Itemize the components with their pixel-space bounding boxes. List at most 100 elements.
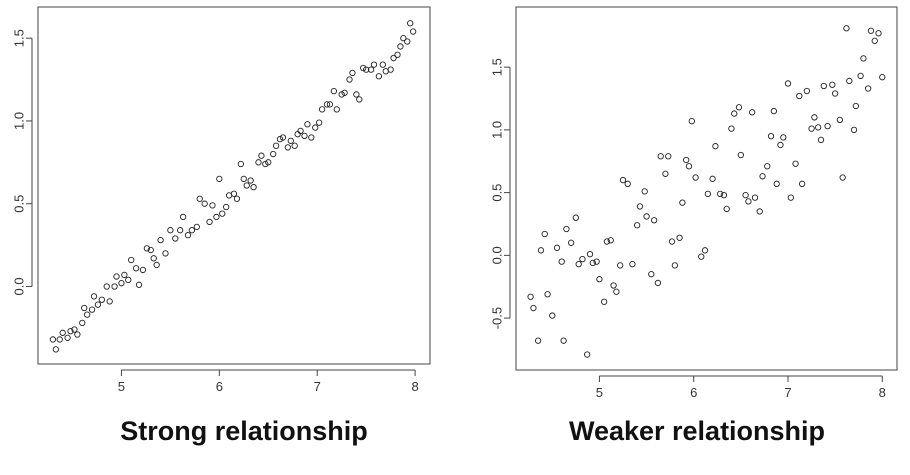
data-point-weaker-46 xyxy=(692,174,699,181)
data-point-weaker-23 xyxy=(610,282,617,289)
data-point-strong-81 xyxy=(349,69,356,77)
data-point-weaker-32 xyxy=(643,213,650,220)
data-point-strong-37 xyxy=(188,227,196,234)
data-point-weaker-36 xyxy=(657,153,664,160)
data-point-strong-3 xyxy=(59,329,66,336)
data-point-strong-92 xyxy=(390,54,397,62)
data-point-weaker-10 xyxy=(563,225,570,233)
data-point-weaker-49 xyxy=(704,190,712,198)
data-point-strong-76 xyxy=(330,87,338,95)
data-point-weaker-55 xyxy=(728,125,735,132)
data-point-weaker-0 xyxy=(527,293,534,300)
data-point-strong-13 xyxy=(94,301,102,308)
data-point-strong-33 xyxy=(172,235,179,242)
data-point-strong-45 xyxy=(219,210,226,217)
data-point-weaker-4 xyxy=(541,230,548,238)
y-tick-label-weaker-3: 1.0 xyxy=(489,121,504,139)
data-point-strong-75 xyxy=(326,101,334,108)
data-point-strong-1 xyxy=(52,346,59,353)
data-point-weaker-93 xyxy=(864,85,872,92)
data-point-strong-29 xyxy=(153,261,160,269)
data-point-weaker-20 xyxy=(600,298,608,305)
data-point-strong-59 xyxy=(270,150,277,158)
data-point-weaker-63 xyxy=(756,208,763,215)
data-point-weaker-86 xyxy=(839,174,846,181)
data-point-strong-79 xyxy=(341,89,348,96)
x-tick-label-strong-0: 5 xyxy=(118,379,125,394)
data-point-weaker-56 xyxy=(731,110,738,117)
data-point-strong-34 xyxy=(177,227,184,234)
data-point-strong-2 xyxy=(56,336,63,343)
data-point-strong-15 xyxy=(103,283,110,290)
y-tick-label-strong-0: 0.0 xyxy=(11,277,26,295)
data-point-strong-95 xyxy=(400,35,407,42)
x-tick-label-strong-1: 6 xyxy=(216,379,223,394)
data-point-weaker-71 xyxy=(784,80,792,87)
data-point-weaker-78 xyxy=(811,114,818,121)
data-point-strong-62 xyxy=(279,134,287,141)
data-point-weaker-16 xyxy=(586,250,594,258)
data-point-strong-83 xyxy=(356,96,363,103)
data-point-weaker-74 xyxy=(796,92,803,100)
data-point-weaker-42 xyxy=(679,199,686,206)
data-point-weaker-65 xyxy=(764,163,771,170)
data-point-weaker-37 xyxy=(662,170,669,177)
data-point-strong-43 xyxy=(213,213,220,221)
data-point-weaker-64 xyxy=(759,173,766,180)
data-point-weaker-91 xyxy=(857,72,864,80)
data-point-strong-88 xyxy=(375,73,383,80)
data-point-strong-48 xyxy=(230,190,238,197)
data-point-weaker-18 xyxy=(593,258,600,265)
data-point-strong-40 xyxy=(201,200,208,207)
data-point-strong-27 xyxy=(147,246,154,254)
data-point-weaker-57 xyxy=(735,104,743,111)
data-point-strong-63 xyxy=(284,144,291,151)
data-point-weaker-75 xyxy=(798,180,806,187)
data-point-strong-67 xyxy=(297,127,304,135)
data-point-strong-12 xyxy=(90,293,98,300)
data-point-weaker-8 xyxy=(558,258,565,265)
data-point-weaker-51 xyxy=(712,143,719,150)
y-tick-label-weaker-2: 0.5 xyxy=(489,184,504,202)
data-point-weaker-38 xyxy=(665,153,672,160)
data-point-weaker-87 xyxy=(843,25,850,32)
data-point-strong-35 xyxy=(179,213,187,221)
data-point-weaker-58 xyxy=(737,151,745,159)
data-point-weaker-94 xyxy=(867,27,875,34)
data-point-weaker-79 xyxy=(815,124,822,131)
data-point-weaker-80 xyxy=(817,136,825,144)
data-point-strong-41 xyxy=(206,218,213,226)
data-point-weaker-59 xyxy=(742,191,749,199)
data-point-strong-16 xyxy=(106,298,113,305)
data-point-strong-17 xyxy=(111,283,118,290)
data-point-weaker-76 xyxy=(803,87,811,95)
x-tick-label-strong-2: 7 xyxy=(314,379,321,394)
data-point-weaker-6 xyxy=(549,312,556,319)
data-point-strong-28 xyxy=(150,255,157,262)
data-point-weaker-12 xyxy=(572,214,580,221)
data-point-weaker-97 xyxy=(879,74,886,81)
data-point-strong-32 xyxy=(167,227,174,234)
x-tick-label-weaker-2: 7 xyxy=(784,385,791,400)
plot-strong: 5 6 7 8 0.0 0.5 1.0 1.5 xyxy=(11,6,431,394)
data-point-weaker-34 xyxy=(650,217,658,224)
data-point-weaker-19 xyxy=(596,276,603,283)
data-point-strong-18 xyxy=(113,273,120,280)
data-point-weaker-66 xyxy=(767,133,775,140)
data-point-weaker-96 xyxy=(875,30,882,37)
data-point-strong-64 xyxy=(287,137,294,144)
data-point-weaker-43 xyxy=(683,156,690,164)
data-point-weaker-67 xyxy=(770,107,778,115)
data-point-weaker-47 xyxy=(698,253,705,260)
data-point-weaker-95 xyxy=(871,37,878,44)
data-point-strong-22 xyxy=(128,256,135,264)
data-point-weaker-60 xyxy=(745,198,752,205)
y-tick-label-strong-1: 0.5 xyxy=(11,195,26,213)
data-point-strong-31 xyxy=(162,250,169,257)
data-point-weaker-82 xyxy=(824,122,831,130)
plot-weaker: 5 6 7 8 -0.5 0.0 0.5 1.0 1.5 xyxy=(489,6,898,400)
data-point-strong-0 xyxy=(49,336,57,343)
data-point-strong-74 xyxy=(323,101,331,108)
data-point-weaker-5 xyxy=(544,291,551,298)
data-point-strong-85 xyxy=(363,66,370,73)
